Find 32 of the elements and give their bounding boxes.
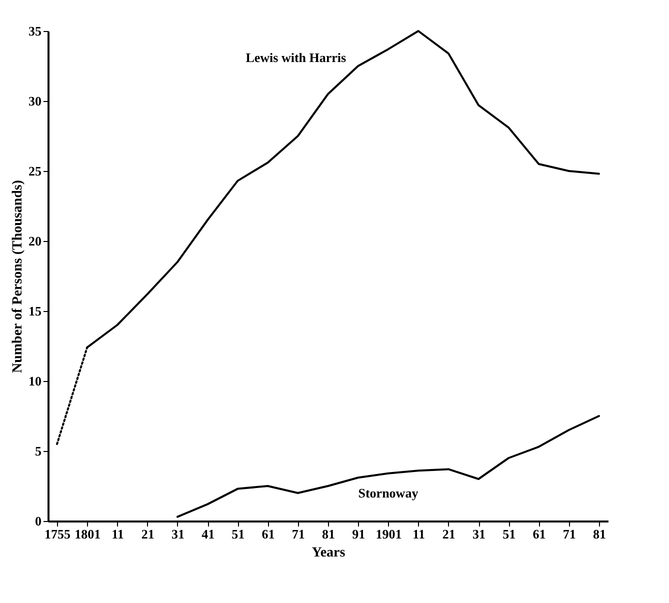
y-tick-label: 15 bbox=[28, 304, 42, 318]
x-axis-title: Years bbox=[312, 546, 346, 560]
x-tick-label: 11 bbox=[412, 526, 425, 542]
y-tick-label: 30 bbox=[28, 94, 42, 108]
x-tick-label: 31 bbox=[171, 526, 184, 542]
y-tick-label: 35 bbox=[28, 24, 42, 38]
x-tick-label: 51 bbox=[502, 526, 516, 542]
y-tick-label: 25 bbox=[28, 164, 42, 178]
x-tick-label: 71 bbox=[292, 526, 305, 542]
y-tick-label: 5 bbox=[35, 444, 42, 458]
series-label: Stornoway bbox=[358, 485, 419, 500]
x-tick-label: 1801 bbox=[74, 526, 101, 542]
series-label: Lewis with Harris bbox=[246, 50, 346, 65]
y-axis-title: Number of Persons (Thousands) bbox=[10, 180, 26, 374]
x-tick-label: 61 bbox=[532, 526, 546, 542]
x-tick-label: 21 bbox=[442, 526, 456, 542]
x-tick-label: 71 bbox=[562, 526, 576, 542]
x-tick-label: 91 bbox=[352, 526, 366, 542]
x-tick-label: 21 bbox=[141, 526, 154, 542]
x-tick-label: 1901 bbox=[376, 526, 402, 542]
x-tick-label: 51 bbox=[232, 526, 245, 542]
line-series bbox=[176, 415, 600, 518]
y-tick-label: 20 bbox=[28, 234, 42, 248]
y-tick-label: 10 bbox=[28, 374, 42, 388]
x-tick-label: 31 bbox=[472, 526, 486, 542]
x-tick-label: 11 bbox=[112, 526, 124, 542]
x-tick-label: 1755 bbox=[44, 526, 72, 542]
y-tick-label: 0 bbox=[35, 514, 42, 528]
x-tick-label: 81 bbox=[592, 526, 606, 542]
x-tick-label: 61 bbox=[262, 526, 275, 542]
x-tick-label: 41 bbox=[202, 526, 215, 542]
x-tick-label: 81 bbox=[322, 526, 335, 542]
